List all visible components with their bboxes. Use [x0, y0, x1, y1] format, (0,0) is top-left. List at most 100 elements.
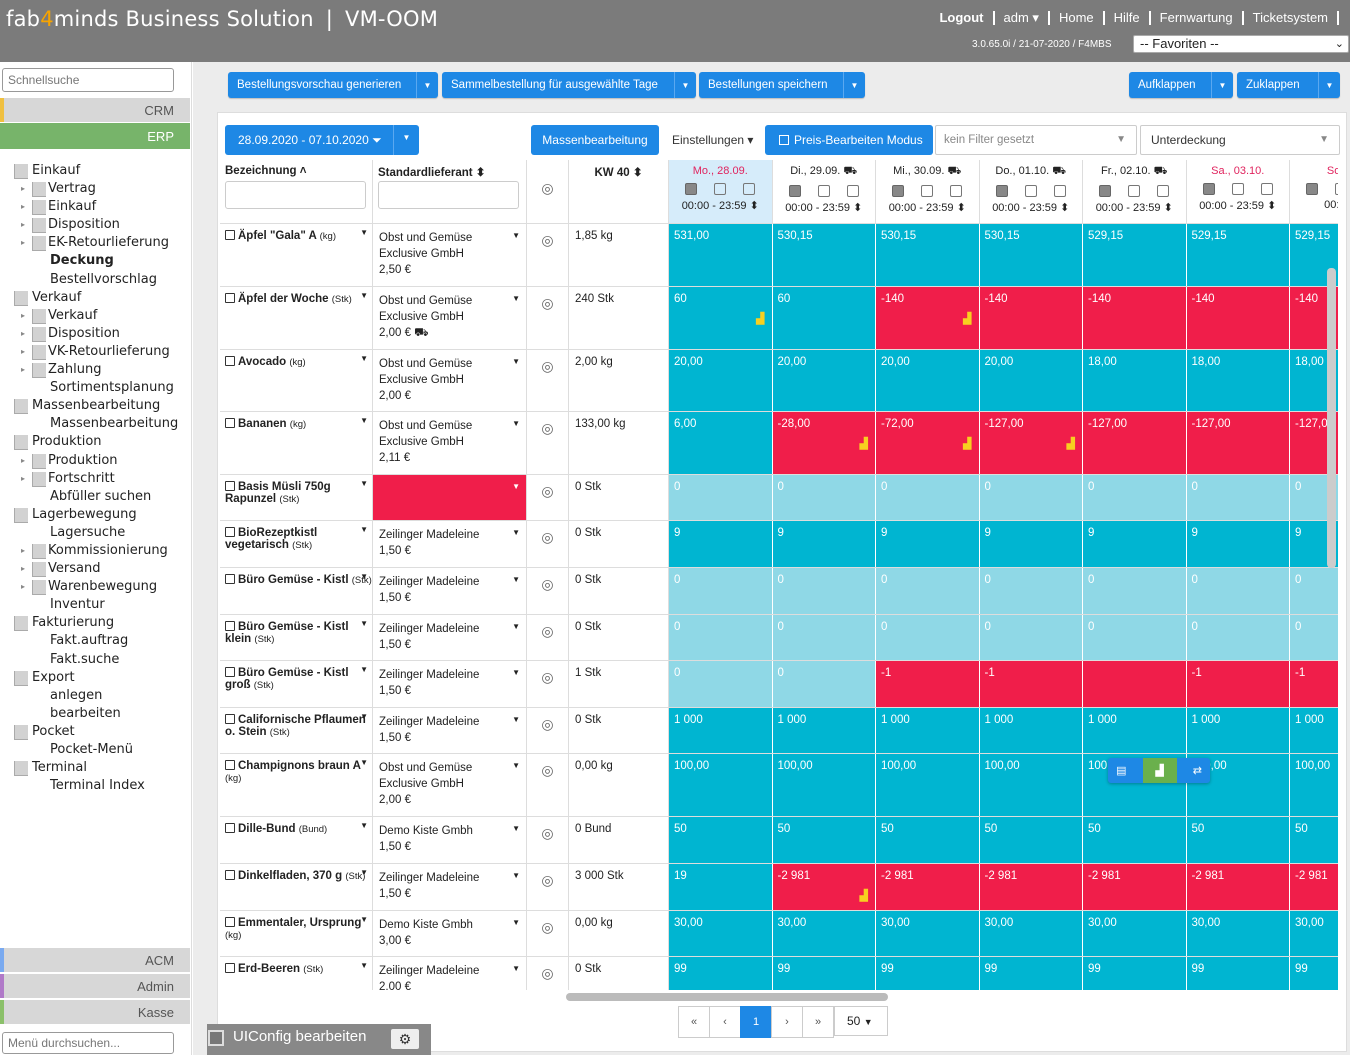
caret-right-icon[interactable]: ▸ — [21, 184, 26, 194]
menu-item[interactable]: Verkauf — [14, 289, 190, 307]
day-value-cell[interactable]: 9 — [876, 521, 980, 567]
menu-item[interactable]: Deckung — [14, 252, 190, 270]
product-name-cell[interactable]: Büro Gemüse - Kistl klein (Stk) ▼ — [220, 615, 373, 660]
menu-item[interactable]: ▸ Produktion — [14, 452, 190, 470]
save-orders-button[interactable]: Bestellungen speichern ▼ — [699, 72, 865, 98]
chart-icon[interactable]: ▟ — [859, 890, 868, 902]
day-value-cell[interactable]: 100,00 — [669, 754, 773, 816]
day-value-cell[interactable]: -140 — [1083, 287, 1187, 349]
copy-icon[interactable] — [788, 185, 801, 197]
day-select-checkbox[interactable] — [1335, 183, 1338, 195]
nav-remote-maintenance[interactable]: Fernwartung — [1150, 10, 1244, 26]
nav-logout[interactable]: Logout — [929, 10, 995, 26]
day-time-range[interactable]: 00:00 - 23:59 ⬍ — [992, 202, 1070, 214]
day-value-cell[interactable]: 0 — [1083, 615, 1187, 660]
edit-icon[interactable] — [225, 356, 235, 366]
eye-icon[interactable]: ◎ — [527, 957, 569, 990]
page-prev[interactable]: ‹ — [709, 1006, 741, 1038]
generate-order-preview-button[interactable]: Bestellungsvorschau generieren ▼ — [228, 72, 438, 98]
caret-down-icon[interactable]: ▼ — [512, 231, 520, 240]
menu-item[interactable]: ▸ Verkauf — [14, 307, 190, 325]
day-value-cell[interactable]: 50 — [1290, 817, 1338, 863]
menu-item[interactable]: Massenbearbeitung — [14, 415, 190, 433]
edit-icon[interactable] — [225, 714, 235, 724]
caret-down-icon[interactable]: ▼ — [360, 821, 368, 830]
chart-icon[interactable]: ▟ — [963, 313, 972, 325]
caret-down-icon[interactable]: ▼ — [512, 419, 520, 428]
chart-icon[interactable]: ▟ — [963, 438, 972, 450]
edit-icon[interactable] — [225, 823, 235, 833]
caret-right-icon[interactable]: ▸ — [21, 564, 26, 574]
supplier-cell[interactable]: Zeilinger Madeleine 1,50 € ▼ — [373, 615, 527, 660]
day-value-cell[interactable]: 18,00 — [1186, 350, 1290, 411]
supplier-cell[interactable]: Obst und Gemüse Exclusive GmbH 2,11 € ▼ — [373, 412, 527, 474]
edit-icon[interactable] — [225, 574, 235, 584]
day-value-cell[interactable]: 530,15 — [979, 224, 1083, 286]
edit-icon[interactable] — [225, 963, 235, 973]
day-value-cell[interactable]: -127,00 — [1083, 412, 1187, 474]
day-value-cell[interactable]: 0 — [669, 568, 773, 614]
menu-item[interactable]: Terminal Index — [14, 777, 190, 795]
caret-right-icon[interactable]: ▸ — [21, 473, 26, 483]
product-name-cell[interactable]: Äpfel "Gala" A (kg) ▼ — [220, 224, 373, 286]
day-time-range[interactable]: 00:00 - 23:59 ⬍ — [785, 202, 863, 214]
menu-item[interactable]: Einkauf — [14, 162, 190, 180]
day-value-cell[interactable]: 20,00 — [669, 350, 773, 411]
uiconfig-checkbox[interactable] — [208, 1030, 224, 1046]
eye-icon[interactable]: ◎ — [527, 817, 569, 863]
caret-down-icon[interactable]: ▼ — [360, 961, 368, 970]
chart-icon[interactable]: ▟ — [756, 313, 765, 325]
collective-order-button[interactable]: Sammelbestellung für ausgewählte Tage ▼ — [442, 72, 696, 98]
day-value-cell[interactable]: 0 — [772, 475, 876, 520]
day-header-date[interactable]: Mi., 30.09. ⛟ — [876, 160, 979, 179]
product-name-cell[interactable]: Basis Müsli 750g Rapunzel (Stk) ▼ — [220, 475, 373, 520]
day-select-checkbox[interactable] — [714, 183, 727, 195]
caret-right-icon[interactable]: ▸ — [21, 582, 26, 592]
expand-button[interactable]: Aufklappen ▼ — [1129, 72, 1233, 98]
menu-item[interactable]: ▸ Disposition — [14, 216, 190, 234]
day-value-cell[interactable]: 529,15 — [1186, 224, 1290, 286]
day-time-range[interactable]: 00:00 - 23:59 ⬍ — [681, 200, 759, 212]
copy-icon[interactable] — [892, 185, 905, 197]
caret-down-icon[interactable]: ▼ — [512, 482, 520, 491]
day-value-cell[interactable]: 1 000 — [669, 708, 773, 753]
page-next[interactable]: › — [771, 1006, 803, 1038]
paste-icon[interactable] — [1260, 183, 1273, 195]
day-value-cell[interactable]: 0 — [669, 475, 773, 520]
product-name-cell[interactable]: Bananen (kg) ▼ — [220, 412, 373, 474]
menu-item[interactable]: ▸ Disposition — [14, 325, 190, 343]
menu-item[interactable]: Massenbearbeitung — [14, 397, 190, 415]
caret-down-icon[interactable]: ▼ — [360, 479, 368, 488]
caret-down-icon[interactable]: ▼ — [393, 125, 419, 155]
day-value-cell[interactable]: 0 — [876, 475, 980, 520]
eye-icon[interactable]: ◎ — [527, 224, 569, 286]
day-value-cell[interactable]: 0 — [772, 568, 876, 614]
day-value-cell[interactable] — [1083, 661, 1187, 707]
day-value-cell[interactable]: 0 — [876, 615, 980, 660]
menu-item[interactable]: Pocket-Menü — [14, 741, 190, 759]
product-name-cell[interactable]: Champignons braun A (kg) ▼ — [220, 754, 373, 816]
day-value-cell[interactable]: 9 — [979, 521, 1083, 567]
menu-item[interactable]: Fakt.suche — [14, 651, 190, 669]
caret-down-icon[interactable]: ▼ — [360, 416, 368, 425]
menu-item[interactable]: ▸ Zahlung — [14, 361, 190, 379]
day-header-date[interactable]: Do., 01.10. ⛟ — [980, 160, 1083, 179]
caret-down-icon[interactable]: ▼ — [512, 528, 520, 537]
caret-right-icon[interactable]: ▸ — [21, 545, 26, 555]
mass-edit-button[interactable]: Massenbearbeitung — [531, 125, 659, 155]
product-name-cell[interactable]: Dille-Bund (Bund) ▼ — [220, 817, 373, 863]
day-value-cell[interactable]: 99 — [1290, 957, 1338, 990]
day-value-cell[interactable]: 19 — [669, 864, 773, 910]
paste-icon[interactable] — [1157, 185, 1170, 197]
day-value-cell[interactable]: 30,00 — [1290, 911, 1338, 956]
supplier-cell[interactable]: Obst und Gemüse Exclusive GmbH 2,00 € ⛟ ▼ — [373, 287, 527, 349]
menu-item[interactable]: Lagerbewegung — [14, 506, 190, 524]
day-value-cell[interactable]: 99 — [772, 957, 876, 990]
day-header-date[interactable]: Fr., 02.10. ⛟ — [1083, 160, 1186, 179]
day-value-cell[interactable]: 1 000 — [1186, 708, 1290, 753]
day-value-cell[interactable]: 99 — [669, 957, 773, 990]
day-value-cell[interactable]: -140 — [1186, 287, 1290, 349]
day-value-cell[interactable]: 0 — [979, 475, 1083, 520]
menu-item[interactable]: ▸ VK-Retourlieferung — [14, 343, 190, 361]
sidebar-section-kasse[interactable]: Kasse — [0, 1000, 190, 1024]
